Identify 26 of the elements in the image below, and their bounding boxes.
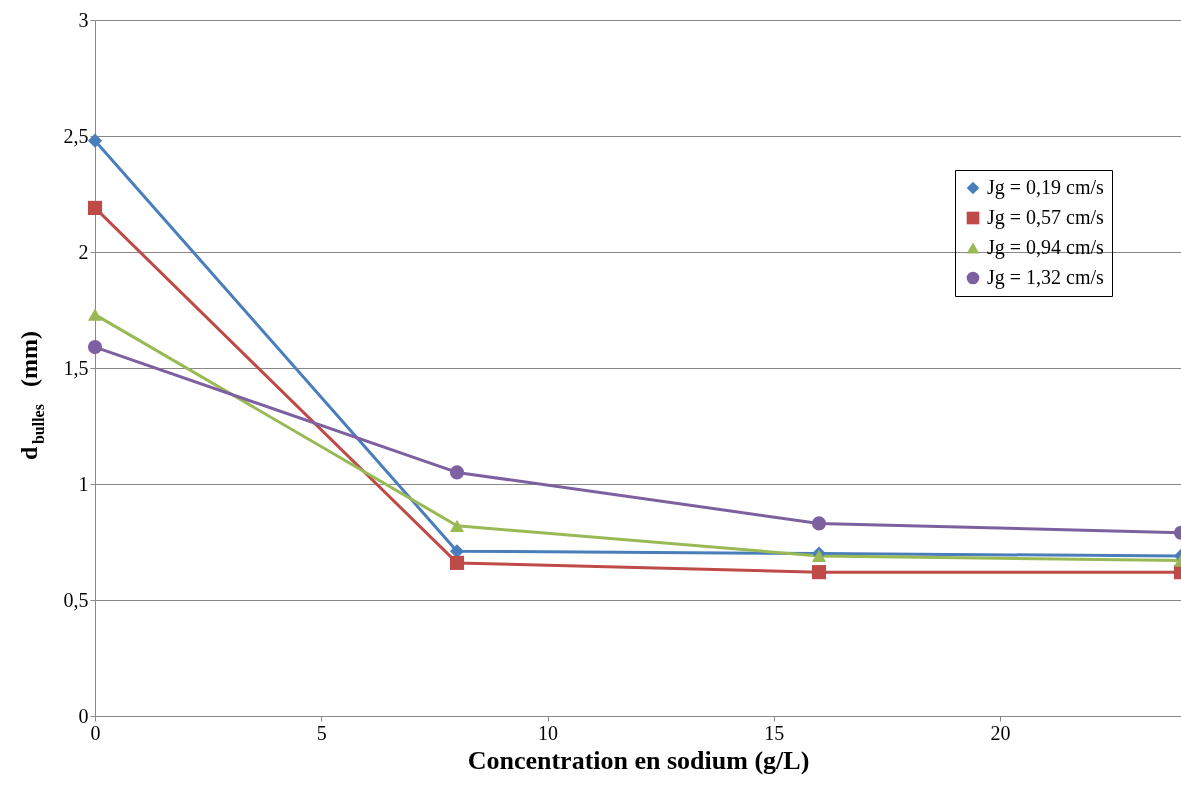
x-tick-label: 5 bbox=[316, 721, 327, 744]
legend-label: Jg = 1,32 cm/s bbox=[987, 266, 1105, 289]
legend-label: Jg = 0,19 cm/s bbox=[987, 176, 1105, 199]
x-tick-label: 20 bbox=[990, 721, 1011, 744]
point bbox=[87, 133, 103, 148]
y-tick-label: 0 bbox=[78, 704, 89, 727]
y-axis-title: dbulles (mm) bbox=[16, 330, 47, 460]
point bbox=[811, 516, 827, 531]
y-tick-label: 0,5 bbox=[63, 588, 89, 611]
point bbox=[87, 340, 103, 355]
y-tick-label: 3 bbox=[78, 8, 89, 31]
point bbox=[87, 308, 103, 321]
point bbox=[449, 555, 465, 570]
y-tick-label: 1 bbox=[78, 472, 89, 495]
point bbox=[449, 519, 465, 532]
legend-label: Jg = 0,57 cm/s bbox=[987, 206, 1105, 229]
y-tick-label: 2,5 bbox=[63, 124, 89, 147]
point bbox=[87, 200, 103, 215]
legend-label: Jg = 0,94 cm/s bbox=[987, 236, 1105, 259]
y-tick-label: 2 bbox=[78, 240, 89, 263]
point bbox=[449, 465, 465, 480]
y-tick-label: 1,5 bbox=[63, 356, 89, 379]
x-tick-label: 15 bbox=[764, 721, 785, 744]
x-axis-title: Concentration en sodium (g/L) bbox=[467, 745, 810, 775]
x-tick-label: 10 bbox=[538, 721, 558, 744]
point bbox=[811, 565, 827, 580]
